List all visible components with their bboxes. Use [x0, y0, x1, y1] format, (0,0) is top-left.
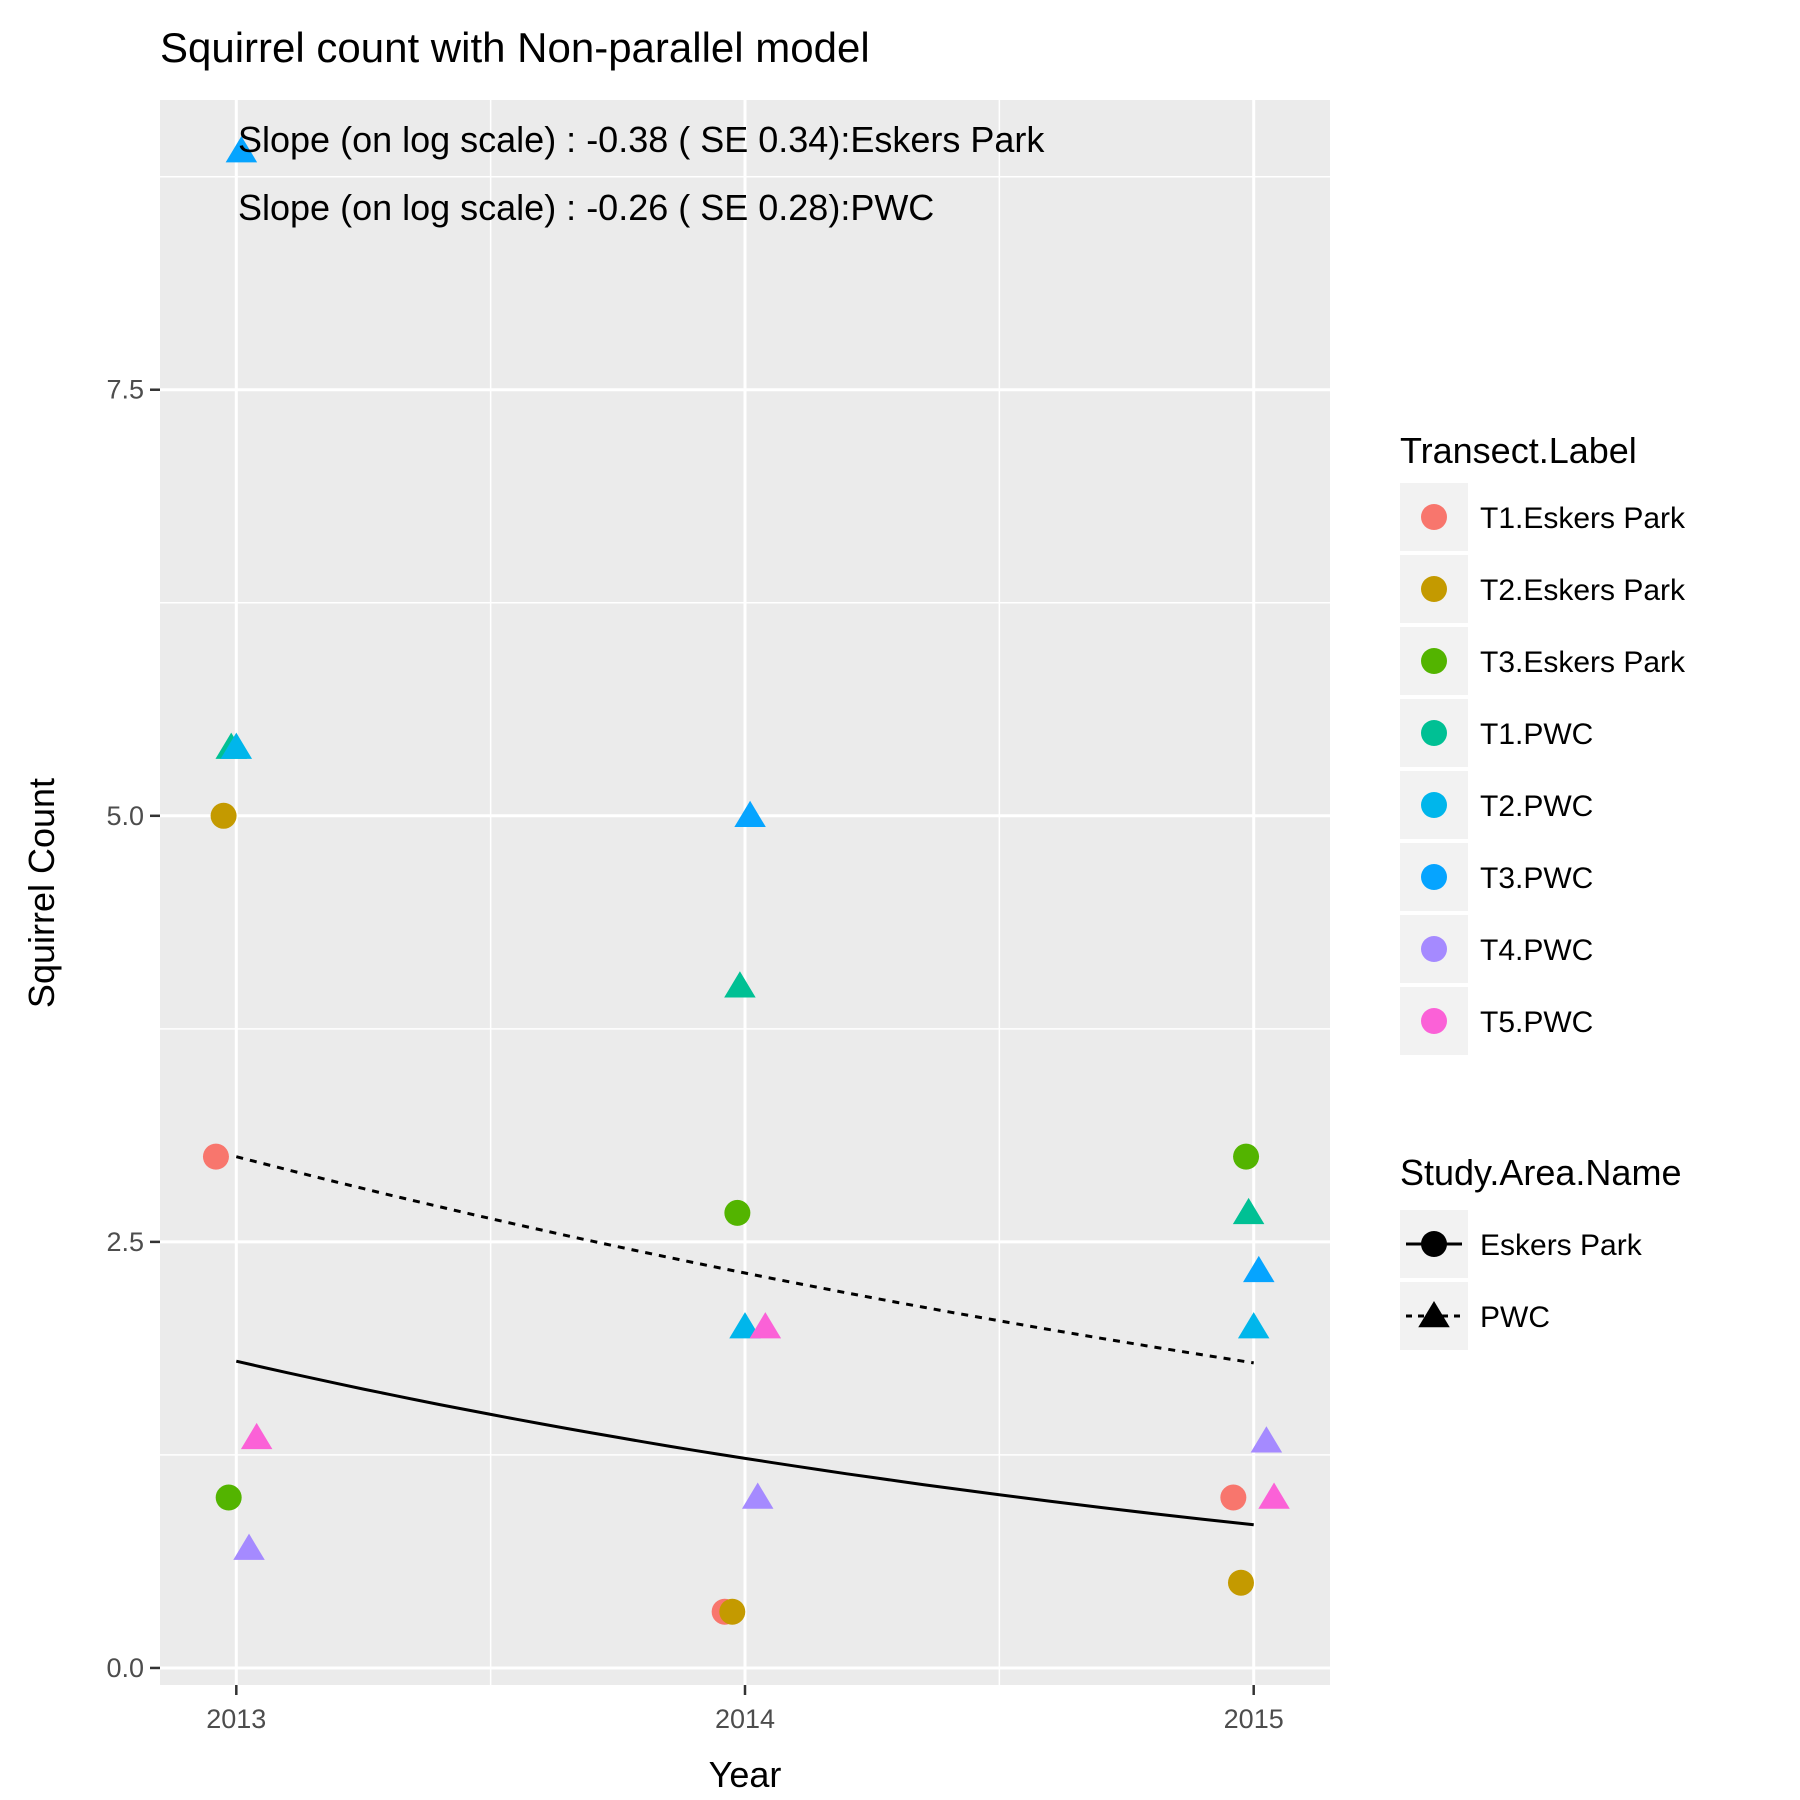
point-circle — [210, 802, 237, 829]
legend-label: T5.PWC — [1480, 1006, 1593, 1039]
y-tick-label: 7.5 — [106, 375, 144, 405]
legend-swatch — [1421, 1008, 1447, 1034]
legend-label: T2.PWC — [1480, 790, 1593, 823]
y-axis-title: Squirrel Count — [21, 778, 62, 1008]
y-tick-label: 0.0 — [106, 1653, 144, 1683]
legend-label: T4.PWC — [1480, 934, 1593, 967]
point-triangle — [1232, 1197, 1265, 1225]
legend-shape-circle — [1421, 1231, 1447, 1257]
legend-label: PWC — [1480, 1301, 1550, 1334]
point-triangle — [729, 1312, 761, 1339]
point-circle — [719, 1598, 746, 1625]
y-tick-label: 5.0 — [106, 801, 144, 831]
x-axis: 2013 2014 2015 — [206, 1685, 1284, 1734]
point-circle — [724, 1199, 751, 1226]
point-triangle — [233, 1533, 265, 1560]
legend-shape-triangle — [1418, 1301, 1450, 1328]
fit-line-eskers-park — [235, 1359, 1254, 1527]
annotation-pwc: Slope (on log scale) : -0.26 ( SE 0.28):… — [238, 187, 934, 228]
legend-label: T1.PWC — [1480, 718, 1593, 751]
point-triangle — [734, 800, 766, 828]
legend-shape-title: Study.Area.Name — [1400, 1152, 1681, 1193]
point-triangle — [240, 1422, 273, 1450]
legend-swatch — [1421, 936, 1447, 962]
point-triangle — [749, 1312, 782, 1339]
y-tick-label: 2.5 — [106, 1227, 144, 1257]
x-axis-title: Year — [709, 1754, 782, 1795]
legend-swatch — [1421, 504, 1447, 530]
x-tick-label: 2015 — [1224, 1704, 1284, 1734]
fit-line-pwc — [235, 1155, 1254, 1365]
y-axis: 0.0 2.5 5.0 7.5 — [106, 375, 160, 1683]
legend-color-title: Transect.Label — [1400, 430, 1637, 471]
point-triangle — [225, 136, 258, 163]
point-triangle — [1250, 1426, 1283, 1453]
legend-label: T1.Eskers Park — [1480, 502, 1686, 535]
legend-label: T3.PWC — [1480, 862, 1593, 895]
point-circle — [202, 1143, 229, 1170]
legend-swatch — [1421, 720, 1447, 746]
legend-shape: Eskers Park PWC — [1400, 1210, 1643, 1350]
legend-swatch — [1421, 648, 1447, 674]
legend-label: T3.Eskers Park — [1480, 646, 1686, 679]
x-tick-label: 2013 — [206, 1704, 266, 1734]
point-triangle — [220, 732, 253, 759]
gridlines — [160, 100, 1330, 1685]
legend-swatch — [1421, 792, 1447, 818]
legend-swatch — [1421, 576, 1447, 602]
legend-label: Eskers Park — [1480, 1229, 1643, 1262]
x-tick-label: 2014 — [715, 1704, 775, 1734]
point-triangle — [724, 971, 756, 998]
annotation-eskers: Slope (on log scale) : -0.38 ( SE 0.34):… — [238, 119, 1045, 160]
fit-lines — [235, 1155, 1254, 1527]
point-triangle — [1237, 1312, 1270, 1339]
legend-color: T1.Eskers Park T2.Eskers Park T3.Eskers Pa… — [1400, 483, 1686, 1055]
chart-title: Squirrel count with Non-parallel model — [160, 24, 870, 71]
data-points — [202, 136, 1290, 1625]
point-triangle — [1243, 1255, 1275, 1283]
point-triangle — [1258, 1482, 1290, 1509]
point-triangle — [741, 1482, 774, 1509]
legend-label: T2.Eskers Park — [1480, 574, 1686, 607]
point-circle — [1220, 1484, 1247, 1511]
point-circle — [1233, 1143, 1260, 1170]
point-circle — [1227, 1569, 1254, 1596]
legend-swatch — [1421, 864, 1447, 890]
point-circle — [215, 1484, 242, 1511]
